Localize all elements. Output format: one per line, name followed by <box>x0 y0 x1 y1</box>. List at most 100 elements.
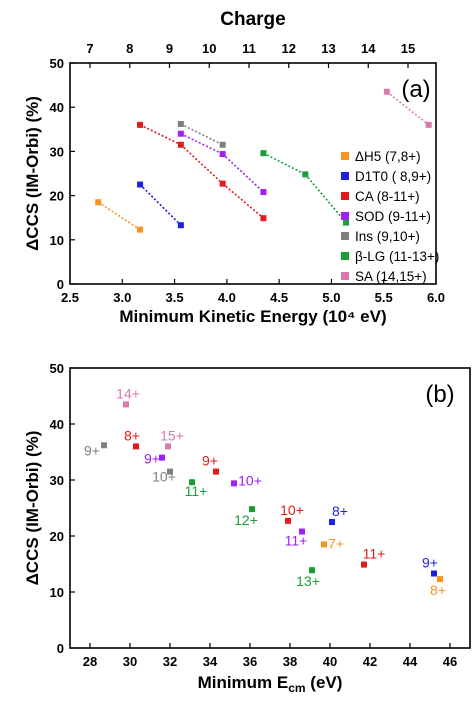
panel-a-data-point <box>219 151 226 158</box>
panel-a-y-tick-label: 10 <box>50 233 64 248</box>
panel-a-data-point <box>177 120 184 127</box>
panel-b-y-tick-label: 20 <box>50 529 64 544</box>
panel-b-x-tick-label: 36 <box>243 654 257 669</box>
panel-b-point-label: 14+ <box>116 385 140 401</box>
panel-b-data-point <box>321 541 327 548</box>
panel-b-x-tick-label: 34 <box>203 654 218 669</box>
panel-b-y-tick-label: 10 <box>50 585 64 600</box>
panel-a-x-tick-label: 6.0 <box>427 290 445 305</box>
panel-a-top-tick-label: 8 <box>126 41 133 56</box>
panel-a-x-axis-label: Minimum Kinetic Energy (10⁴ eV) <box>119 307 386 326</box>
panel-a-y-axis-label: ΔCCS (IM-Orbi) (%) <box>23 96 42 251</box>
panel-b-x-ticks: 28 30 32 34 36 38 40 42 44 46 <box>83 643 457 669</box>
panel-a-data-point <box>343 219 350 226</box>
panel-a-series-line-segment <box>222 183 264 219</box>
panel-a-data-point <box>137 121 144 128</box>
panel-b-y-tick-label: 30 <box>50 473 64 488</box>
panel-a-series-line-segment <box>139 124 182 146</box>
panel-a-data-point <box>219 141 226 148</box>
panel-a-legend-swatch <box>341 212 349 220</box>
panel-b-x-tick-label: 44 <box>403 654 418 669</box>
panel-a-top-tick-label: 14 <box>361 41 376 56</box>
panel-a-x-tick-label: 3.0 <box>113 290 131 305</box>
panel-a-legend-swatch <box>341 232 349 240</box>
panel-a: Charge 7 8 9 10 11 12 13 14 15 2.5 3.0 3.5 4.0 4.5 5.… <box>23 9 445 326</box>
panel-a-data-point <box>260 215 267 222</box>
panel-a-series-line-segment <box>139 183 182 226</box>
panel-a-top-tick-label: 15 <box>401 41 415 56</box>
panel-a-legend-swatch <box>341 172 349 180</box>
panel-a-legend-entry: SOD (9-11+) <box>355 209 431 224</box>
panel-b-point-label: 10+ <box>152 469 176 485</box>
panel-a-label: (a) <box>401 76 430 103</box>
panel-b-point-label: 12+ <box>234 512 258 528</box>
panel-a-legend-swatch <box>341 192 349 200</box>
panel-a-y-ticks: 0 10 20 30 40 50 <box>50 56 75 292</box>
panel-b-data-point <box>431 570 437 577</box>
panel-b-label: (b) <box>425 381 454 408</box>
panel-b-x-axis-label-suffix: (eV) <box>306 673 343 692</box>
panel-b-data-point <box>213 468 219 475</box>
panel-b-point-label: 13+ <box>296 573 320 589</box>
panel-b-data-point <box>133 443 139 450</box>
panel-a-data-point <box>137 181 144 188</box>
panel-b-data-point <box>361 561 367 568</box>
panel-a-top-ticks: 7 8 9 10 11 12 13 14 15 <box>86 41 415 68</box>
panel-b-point-label: 15+ <box>160 427 184 443</box>
panel-a-y-tick-label: 50 <box>50 56 64 71</box>
panel-b-point-label: 11+ <box>285 533 308 549</box>
panel-a-legend: ΔH5 (7,8+) D1T0 ( 8,9+) CA (8-11+) SOD (9-1… <box>341 149 439 284</box>
panel-b-point-label: 9+ <box>84 442 100 458</box>
panel-a-series-line-segment <box>386 91 430 126</box>
panel-a-top-tick-label: 10 <box>202 41 216 56</box>
panel-a-series-line-segment <box>263 152 306 176</box>
panel-b-x-tick-label: 42 <box>363 654 377 669</box>
panel-b-data-point <box>231 480 237 487</box>
panel-a-top-tick-label: 7 <box>86 41 93 56</box>
panel-b-data-point <box>189 479 195 486</box>
panel-a-data-point <box>177 141 184 148</box>
panel-b-data-point <box>165 443 171 450</box>
panel-a-series-line-segment <box>222 153 265 193</box>
panel-b-y-ticks: 0 10 20 30 40 50 <box>50 361 75 656</box>
panel-b-data-point <box>159 454 165 461</box>
panel-a-data-point <box>425 121 432 128</box>
panel-b-point-label: 10+ <box>238 472 262 488</box>
panel-a-series <box>95 88 432 233</box>
panel-a-data-point <box>177 130 184 137</box>
panel-b-data-point <box>123 401 129 408</box>
panel-a-x-tick-label: 2.5 <box>61 290 79 305</box>
panel-a-series-line-segment <box>304 173 347 224</box>
panel-b-x-axis-label: Minimum Ecm (eV) <box>198 673 343 695</box>
panel-b-point-label: 9+ <box>144 451 160 467</box>
panel-b-data-point <box>299 528 305 535</box>
panel-b-x-tick-label: 40 <box>323 654 337 669</box>
panel-b-points: 14+9+8+ 15+9+10+9+11+10+12+10+ 8+11+ 7+11+1… <box>84 385 446 598</box>
panel-b-x-tick-label: 46 <box>443 654 457 669</box>
panel-a-data-point <box>137 226 144 233</box>
panel-a-data-point <box>383 88 390 95</box>
panel-a-x-tick-label: 3.5 <box>166 290 184 305</box>
panel-b-x-axis-label-main: Minimum E <box>198 673 289 692</box>
panel-b-data-point <box>167 468 173 475</box>
panel-a-legend-entry: SA (14,15+) <box>355 269 427 284</box>
panel-b-y-axis-label: ΔCCS (IM-Orbi) (%) <box>23 431 42 586</box>
panel-b-data-point <box>437 576 443 583</box>
panel-a-data-point <box>95 199 102 206</box>
panel-a-top-tick-label: 11 <box>242 41 256 56</box>
panel-a-series-line-segment <box>180 123 224 146</box>
panel-a-legend-entry: ΔH5 (7,8+) <box>355 149 421 164</box>
panel-b-data-point <box>101 442 107 449</box>
panel-a-frame <box>69 62 437 285</box>
panel-b-point-label: 11+ <box>363 546 386 562</box>
panel-b-point-label: 8+ <box>430 582 446 598</box>
panel-a-data-point <box>219 180 226 187</box>
panel-a-top-tick-label: 13 <box>321 41 335 56</box>
panel-a-data-point <box>260 150 267 157</box>
panel-b-point-label: 8+ <box>124 427 140 443</box>
panel-a-top-tick-label: 12 <box>282 41 296 56</box>
panel-a-y-tick-label: 30 <box>50 144 64 159</box>
panel-b-point-label: 9+ <box>202 453 218 469</box>
panel-b-y-tick-label: 50 <box>50 361 64 376</box>
